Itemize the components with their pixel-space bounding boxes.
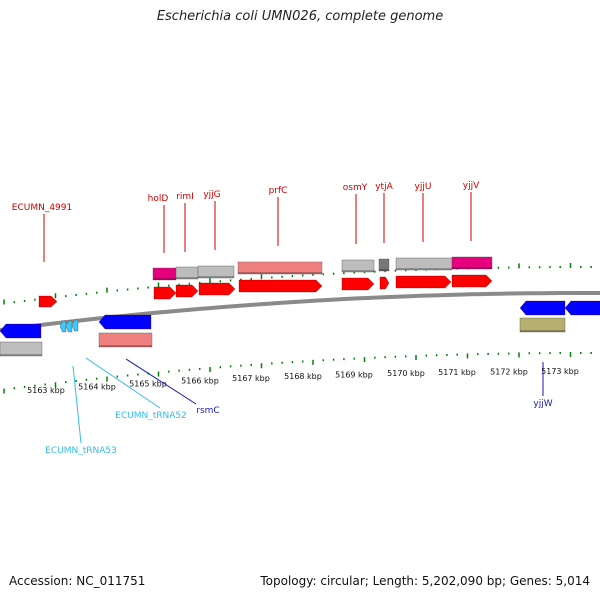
kbp-label: 5168 kbp [284,372,322,381]
kbp-label: 5173 kbp [541,367,579,376]
misc-bar-yjjW-shade [520,330,565,332]
feature-label-rsmC: rsmC [196,406,219,416]
cds-arrow-osmY [341,277,375,291]
label-leader-ECUMN_tRNA53 [72,365,82,444]
kbp-label: 5165 kbp [129,379,167,388]
label-leader-rsmC [125,358,197,405]
gene-bar-left-shade [0,354,42,356]
cds-arrow-yjjG [198,282,236,296]
gene-bar-yjjU-shade [396,268,452,270]
feature-label-prfC: prfC [269,186,288,196]
feature-label-holD: holD [148,194,169,204]
kbp-label: 5172 kbp [490,367,528,376]
gene-bar-rimI-shade [176,277,198,279]
gene-bar-yjjG [197,265,235,279]
trna-arrow-3 [71,319,79,332]
kbp-label: 5163 kbp [27,386,65,395]
gene-bar-rsmC [98,332,153,348]
minus-cds-arrow-rsmC [98,314,152,330]
feature-label-ECUMN_tRNA52: ECUMN_tRNA52 [115,411,187,421]
cds-arrow-prfC [238,279,323,293]
topology-summary: Topology: circular; Length: 5,202,090 bp… [260,574,590,588]
feature-label-ytjA: ytjA [375,182,393,192]
gene-bar-prfC-shade [238,272,322,274]
cds-arrow-yjjU [395,275,452,289]
cds-arrow-holD [153,286,177,300]
feature-label-ECUMN_4991: ECUMN_4991 [12,203,72,213]
kbp-label: 5170 kbp [387,369,425,378]
feature-label-yjjV: yjjV [463,181,480,191]
map-title: Escherichia coli UMN026, complete genome [156,9,444,24]
gene-bar-osmY [341,259,375,273]
misc-bar-yjjW [519,317,566,333]
gene-bar-holD-shade [153,278,176,280]
feature-label-ECUMN_tRNA53: ECUMN_tRNA53 [45,446,117,456]
minus-cds-arrow-yjjW [519,300,566,316]
gene-bar-rsmC-shade [99,345,152,347]
feature-label-osmY: osmY [343,183,368,193]
feature-label-yjjU: yjjU [415,182,432,192]
trna-arrow-1 [59,320,67,333]
gene-bar-yjjV [451,256,493,270]
label-leader-ECUMN_tRNA52 [85,357,161,409]
kbp-label: 5166 kbp [181,377,219,386]
minus-cds-arrow-right [564,300,600,316]
gene-bar-prfC [237,261,323,275]
minus-cds-arrow-left [0,323,42,339]
feature-label-yjjG: yjjG [203,190,220,200]
genome-backbone [0,291,600,332]
cds-arrow-ECUMN_4991 [38,295,58,308]
kbp-label: 5167 kbp [232,374,270,383]
kbp-label: 5164 kbp [78,382,116,391]
feature-label-rimI: rimI [176,192,194,202]
gene-bar-ytjA-shade [379,269,389,271]
gene-bar-ytjA [378,258,390,272]
cds-arrow-ytjA [379,276,390,290]
feature-label-yjjW: yjjW [533,399,552,409]
kbp-label: 5171 kbp [438,368,476,377]
trna-arrow-2 [65,320,73,333]
gene-bar-yjjV-shade [452,267,492,269]
cds-arrow-rimI [175,284,199,298]
gene-bar-osmY-shade [342,270,374,272]
gene-bar-left [0,341,43,357]
cds-arrow-yjjV [451,274,493,288]
accession-text: Accession: NC_011751 [9,574,146,588]
gene-bar-yjjG-shade [198,276,234,278]
kbp-label: 5169 kbp [335,370,373,379]
